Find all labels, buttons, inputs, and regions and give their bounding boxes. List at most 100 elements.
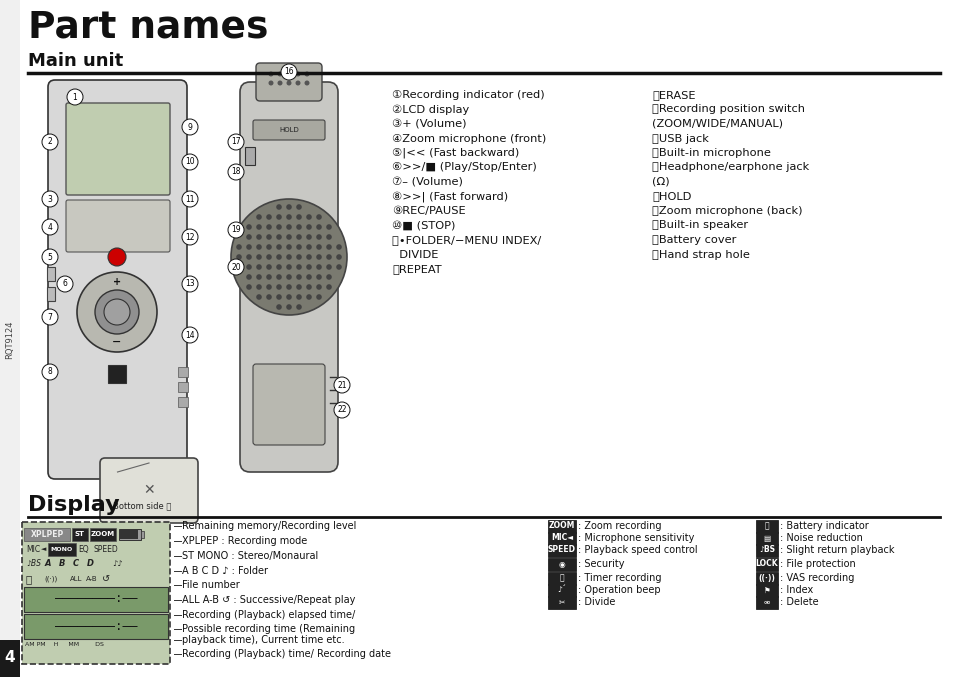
Text: AM PM    H     MM        DS: AM PM H MM DS — [25, 642, 104, 647]
Circle shape — [306, 294, 312, 300]
Circle shape — [266, 244, 272, 250]
Text: ▤: ▤ — [762, 533, 770, 542]
FancyBboxPatch shape — [253, 120, 325, 140]
Circle shape — [326, 224, 332, 230]
Text: : VAS recording: : VAS recording — [780, 573, 854, 583]
Text: HOLD: HOLD — [279, 127, 298, 133]
Bar — [24, 528, 70, 541]
Circle shape — [295, 274, 301, 280]
Circle shape — [95, 290, 139, 334]
Bar — [90, 528, 116, 541]
Circle shape — [315, 274, 321, 280]
Text: ⑰Headphone/earphone jack: ⑰Headphone/earphone jack — [651, 162, 808, 173]
Circle shape — [182, 154, 198, 170]
Text: ⑲Zoom microphone (back): ⑲Zoom microphone (back) — [651, 206, 801, 216]
Circle shape — [304, 72, 309, 77]
Circle shape — [276, 294, 281, 300]
Text: ALL: ALL — [70, 576, 82, 582]
Circle shape — [266, 264, 272, 270]
Text: : Index: : Index — [780, 585, 812, 595]
Circle shape — [334, 377, 350, 393]
Text: File number: File number — [182, 580, 239, 590]
Text: ZOOM: ZOOM — [548, 521, 575, 531]
Text: ⌚: ⌚ — [559, 573, 564, 582]
FancyBboxPatch shape — [100, 458, 198, 523]
Circle shape — [104, 299, 130, 325]
Text: Main unit: Main unit — [28, 52, 123, 70]
Text: XPLPEP: XPLPEP — [30, 530, 64, 539]
FancyBboxPatch shape — [66, 103, 170, 195]
Text: SPEED: SPEED — [547, 546, 576, 554]
Text: : Playback speed control: : Playback speed control — [578, 545, 697, 555]
Circle shape — [231, 199, 347, 315]
Circle shape — [281, 64, 296, 80]
Text: ST MONO : Stereo/Monaural: ST MONO : Stereo/Monaural — [182, 551, 318, 561]
Circle shape — [236, 244, 241, 250]
Text: ⑬ERASE: ⑬ERASE — [651, 90, 695, 100]
Bar — [547, 544, 576, 557]
Circle shape — [286, 244, 292, 250]
Circle shape — [335, 254, 341, 260]
Circle shape — [276, 254, 281, 260]
Text: ①Recording indicator (red): ①Recording indicator (red) — [392, 90, 544, 100]
Bar — [755, 584, 778, 597]
Text: 7: 7 — [48, 313, 52, 322]
Circle shape — [286, 284, 292, 290]
Text: ♪♪: ♪♪ — [112, 559, 123, 569]
Text: ––––––––:––: ––––––––:–– — [54, 592, 137, 605]
Text: 8: 8 — [48, 368, 52, 376]
Bar — [22, 522, 170, 664]
Bar — [48, 543, 76, 556]
Text: ⑱HOLD: ⑱HOLD — [651, 192, 691, 202]
Circle shape — [315, 264, 321, 270]
Circle shape — [295, 214, 301, 220]
Text: 17: 17 — [231, 137, 240, 146]
Circle shape — [286, 224, 292, 230]
Text: : Noise reduction: : Noise reduction — [780, 533, 862, 543]
Text: ⑦– (Volume): ⑦– (Volume) — [392, 177, 462, 187]
Circle shape — [315, 234, 321, 240]
Circle shape — [306, 244, 312, 250]
Circle shape — [69, 93, 77, 101]
Circle shape — [326, 264, 332, 270]
Text: 10: 10 — [185, 158, 194, 167]
Text: MONO: MONO — [51, 547, 73, 552]
Bar — [178, 397, 188, 407]
Circle shape — [277, 81, 282, 85]
Text: Display: Display — [28, 495, 119, 515]
Bar — [755, 596, 778, 609]
Text: ⑧>>| (Fast forward): ⑧>>| (Fast forward) — [392, 192, 508, 202]
Bar — [755, 544, 778, 557]
Circle shape — [295, 284, 301, 290]
Circle shape — [295, 204, 301, 210]
Circle shape — [246, 264, 252, 270]
Circle shape — [246, 244, 252, 250]
Text: RQT9124: RQT9124 — [6, 321, 14, 359]
Text: A-B: A-B — [86, 576, 97, 582]
Circle shape — [286, 214, 292, 220]
Text: Possible recording time (Remaining: Possible recording time (Remaining — [182, 624, 355, 634]
Bar — [0, 640, 20, 677]
Circle shape — [256, 234, 261, 240]
Circle shape — [276, 284, 281, 290]
Circle shape — [306, 274, 312, 280]
Circle shape — [335, 264, 341, 270]
Circle shape — [295, 294, 301, 300]
Circle shape — [276, 304, 281, 310]
Circle shape — [335, 244, 341, 250]
Text: 19: 19 — [231, 225, 240, 234]
Circle shape — [256, 214, 261, 220]
Text: 4: 4 — [48, 223, 52, 232]
Bar — [47, 287, 55, 301]
Text: ⑤|<< (Fast backward): ⑤|<< (Fast backward) — [392, 148, 518, 158]
Circle shape — [286, 304, 292, 310]
Bar — [24, 587, 168, 612]
Circle shape — [246, 254, 252, 260]
Text: 5: 5 — [48, 253, 52, 261]
Bar — [0, 0, 20, 677]
Text: B: B — [59, 559, 65, 569]
Text: 9: 9 — [188, 123, 193, 131]
Circle shape — [256, 274, 261, 280]
Text: 22: 22 — [337, 406, 346, 414]
Text: EQ: EQ — [78, 545, 89, 554]
